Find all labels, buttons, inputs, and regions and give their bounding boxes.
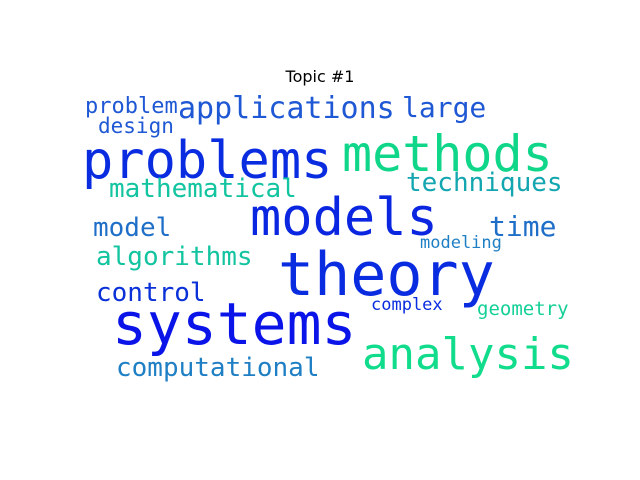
- word-modeling: modeling: [420, 233, 502, 253]
- word-theory: theory: [278, 240, 495, 310]
- word-design: design: [98, 114, 174, 138]
- word-complex: complex: [371, 295, 443, 315]
- word-control: control: [96, 278, 206, 308]
- word-analysis: analysis: [362, 329, 574, 380]
- chart-title: Topic #1: [285, 67, 355, 86]
- word-algorithms: algorithms: [96, 242, 253, 272]
- word-methods: methods: [342, 125, 553, 183]
- word-mathematical: mathematical: [109, 174, 297, 204]
- word-large: large: [402, 91, 487, 124]
- word-problems: problems: [82, 131, 333, 191]
- word-techniques: techniques: [406, 168, 563, 198]
- word-problem: problem: [85, 94, 178, 119]
- word-geometry: geometry: [477, 298, 569, 320]
- word-applications: applications: [178, 91, 395, 126]
- word-systems: systems: [112, 290, 357, 358]
- word-model: model: [93, 213, 172, 243]
- word-models: models: [250, 188, 438, 248]
- word-computational: computational: [116, 353, 320, 383]
- word-time: time: [489, 210, 557, 243]
